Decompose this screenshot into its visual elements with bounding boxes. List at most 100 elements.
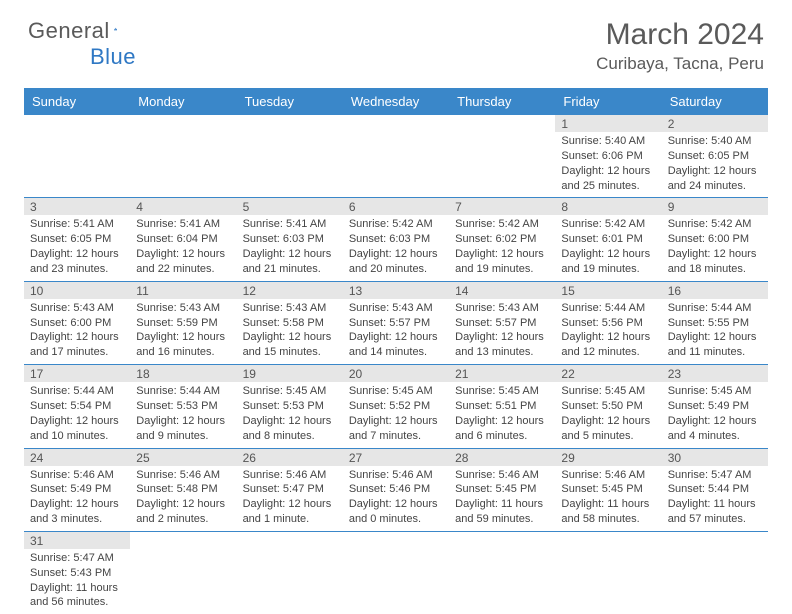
- brand-name-2-wrap: Blue: [28, 44, 136, 70]
- day-number: 4: [130, 198, 236, 215]
- day-details: Sunrise: 5:42 AMSunset: 6:02 PMDaylight:…: [449, 215, 555, 280]
- day-number: 25: [130, 449, 236, 466]
- day-details: Sunrise: 5:42 AMSunset: 6:00 PMDaylight:…: [662, 215, 768, 280]
- day-number: 9: [662, 198, 768, 215]
- calendar-cell: [343, 115, 449, 198]
- day-details: Sunrise: 5:44 AMSunset: 5:55 PMDaylight:…: [662, 299, 768, 364]
- calendar-cell: 11Sunrise: 5:43 AMSunset: 5:59 PMDayligh…: [130, 281, 236, 364]
- daylight-text-1: Daylight: 12 hours: [668, 164, 762, 179]
- sunset-text: Sunset: 5:51 PM: [455, 399, 549, 414]
- day-number: 26: [237, 449, 343, 466]
- daylight-text-1: Daylight: 12 hours: [243, 497, 337, 512]
- day-details: Sunrise: 5:40 AMSunset: 6:05 PMDaylight:…: [662, 132, 768, 197]
- day-number: 27: [343, 449, 449, 466]
- sunrise-text: Sunrise: 5:45 AM: [668, 384, 762, 399]
- day-number: 15: [555, 282, 661, 299]
- daylight-text-1: Daylight: 12 hours: [455, 330, 549, 345]
- weekday-header: Wednesday: [343, 88, 449, 115]
- calendar-cell: [130, 115, 236, 198]
- daylight-text-1: Daylight: 12 hours: [30, 330, 124, 345]
- sunset-text: Sunset: 6:00 PM: [668, 232, 762, 247]
- day-number: 29: [555, 449, 661, 466]
- day-details: Sunrise: 5:45 AMSunset: 5:52 PMDaylight:…: [343, 382, 449, 447]
- sunset-text: Sunset: 6:06 PM: [561, 149, 655, 164]
- location-text: Curibaya, Tacna, Peru: [596, 54, 764, 74]
- sunrise-text: Sunrise: 5:43 AM: [455, 301, 549, 316]
- calendar-cell: 2Sunrise: 5:40 AMSunset: 6:05 PMDaylight…: [662, 115, 768, 198]
- sunset-text: Sunset: 6:01 PM: [561, 232, 655, 247]
- day-number: 17: [24, 365, 130, 382]
- calendar-cell: 29Sunrise: 5:46 AMSunset: 5:45 PMDayligh…: [555, 448, 661, 531]
- day-details: Sunrise: 5:44 AMSunset: 5:56 PMDaylight:…: [555, 299, 661, 364]
- calendar-cell: 30Sunrise: 5:47 AMSunset: 5:44 PMDayligh…: [662, 448, 768, 531]
- sunset-text: Sunset: 5:47 PM: [243, 482, 337, 497]
- daylight-text-2: and 21 minutes.: [243, 262, 337, 277]
- sunrise-text: Sunrise: 5:42 AM: [349, 217, 443, 232]
- daylight-text-1: Daylight: 11 hours: [30, 581, 124, 596]
- calendar-row: 31Sunrise: 5:47 AMSunset: 5:43 PMDayligh…: [24, 531, 768, 614]
- daylight-text-2: and 6 minutes.: [455, 429, 549, 444]
- sunset-text: Sunset: 6:04 PM: [136, 232, 230, 247]
- daylight-text-2: and 58 minutes.: [561, 512, 655, 527]
- day-details: Sunrise: 5:47 AMSunset: 5:44 PMDaylight:…: [662, 466, 768, 531]
- daylight-text-2: and 19 minutes.: [561, 262, 655, 277]
- day-details: Sunrise: 5:41 AMSunset: 6:04 PMDaylight:…: [130, 215, 236, 280]
- day-details: Sunrise: 5:46 AMSunset: 5:48 PMDaylight:…: [130, 466, 236, 531]
- calendar-cell: [449, 531, 555, 614]
- calendar-cell: 26Sunrise: 5:46 AMSunset: 5:47 PMDayligh…: [237, 448, 343, 531]
- sunset-text: Sunset: 6:02 PM: [455, 232, 549, 247]
- day-number: 1: [555, 115, 661, 132]
- calendar-cell: 4Sunrise: 5:41 AMSunset: 6:04 PMDaylight…: [130, 198, 236, 281]
- calendar-row: 17Sunrise: 5:44 AMSunset: 5:54 PMDayligh…: [24, 365, 768, 448]
- sunset-text: Sunset: 5:57 PM: [455, 316, 549, 331]
- brand-name-2: Blue: [90, 44, 136, 69]
- day-number: 3: [24, 198, 130, 215]
- sunrise-text: Sunrise: 5:44 AM: [30, 384, 124, 399]
- weekday-header: Monday: [130, 88, 236, 115]
- daylight-text-2: and 3 minutes.: [30, 512, 124, 527]
- day-details: Sunrise: 5:46 AMSunset: 5:45 PMDaylight:…: [449, 466, 555, 531]
- day-number: 23: [662, 365, 768, 382]
- daylight-text-2: and 25 minutes.: [561, 179, 655, 194]
- sunset-text: Sunset: 5:58 PM: [243, 316, 337, 331]
- daylight-text-2: and 23 minutes.: [30, 262, 124, 277]
- weekday-header: Friday: [555, 88, 661, 115]
- daylight-text-2: and 57 minutes.: [668, 512, 762, 527]
- daylight-text-1: Daylight: 12 hours: [30, 497, 124, 512]
- sunset-text: Sunset: 5:43 PM: [30, 566, 124, 581]
- sunset-text: Sunset: 6:03 PM: [243, 232, 337, 247]
- day-details: Sunrise: 5:45 AMSunset: 5:50 PMDaylight:…: [555, 382, 661, 447]
- day-details: Sunrise: 5:46 AMSunset: 5:46 PMDaylight:…: [343, 466, 449, 531]
- day-number: 28: [449, 449, 555, 466]
- sunrise-text: Sunrise: 5:42 AM: [561, 217, 655, 232]
- daylight-text-1: Daylight: 12 hours: [455, 247, 549, 262]
- calendar-cell: 10Sunrise: 5:43 AMSunset: 6:00 PMDayligh…: [24, 281, 130, 364]
- month-title: March 2024: [596, 18, 764, 52]
- daylight-text-2: and 24 minutes.: [668, 179, 762, 194]
- day-number: 16: [662, 282, 768, 299]
- day-number: 5: [237, 198, 343, 215]
- calendar-cell: [24, 115, 130, 198]
- day-number: 18: [130, 365, 236, 382]
- sunset-text: Sunset: 5:55 PM: [668, 316, 762, 331]
- sail-icon: [114, 21, 118, 37]
- day-number: 22: [555, 365, 661, 382]
- calendar-cell: 21Sunrise: 5:45 AMSunset: 5:51 PMDayligh…: [449, 365, 555, 448]
- daylight-text-2: and 13 minutes.: [455, 345, 549, 360]
- calendar-cell: 9Sunrise: 5:42 AMSunset: 6:00 PMDaylight…: [662, 198, 768, 281]
- sunset-text: Sunset: 5:56 PM: [561, 316, 655, 331]
- sunset-text: Sunset: 5:54 PM: [30, 399, 124, 414]
- sunset-text: Sunset: 5:45 PM: [561, 482, 655, 497]
- sunrise-text: Sunrise: 5:47 AM: [668, 468, 762, 483]
- calendar-cell: 27Sunrise: 5:46 AMSunset: 5:46 PMDayligh…: [343, 448, 449, 531]
- daylight-text-2: and 59 minutes.: [455, 512, 549, 527]
- daylight-text-1: Daylight: 12 hours: [668, 247, 762, 262]
- calendar-cell: 20Sunrise: 5:45 AMSunset: 5:52 PMDayligh…: [343, 365, 449, 448]
- sunset-text: Sunset: 6:00 PM: [30, 316, 124, 331]
- sunset-text: Sunset: 6:05 PM: [668, 149, 762, 164]
- sunrise-text: Sunrise: 5:41 AM: [30, 217, 124, 232]
- brand-name-1: General: [28, 18, 110, 44]
- calendar-cell: 25Sunrise: 5:46 AMSunset: 5:48 PMDayligh…: [130, 448, 236, 531]
- day-number: 19: [237, 365, 343, 382]
- day-number: 7: [449, 198, 555, 215]
